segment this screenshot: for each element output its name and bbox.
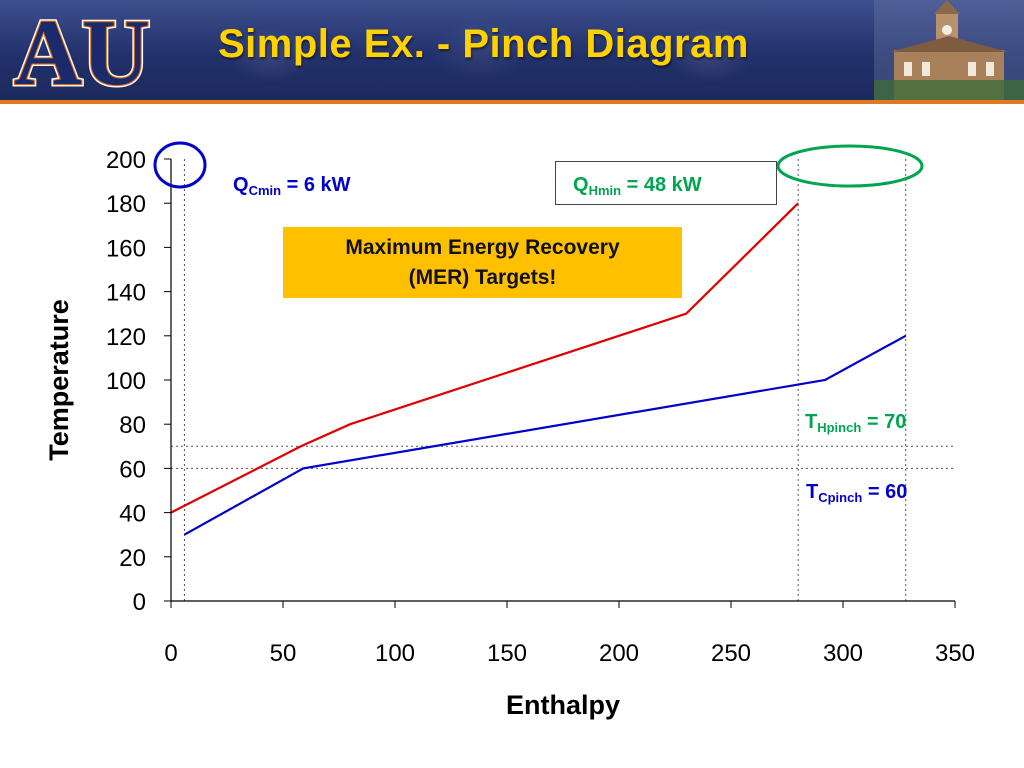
series-lines [170, 202, 907, 536]
y-tick-label: 0 [133, 589, 146, 616]
svg-text:AU: AU [14, 4, 150, 96]
slide-title: Simple Ex. - Pinch Diagram [218, 22, 749, 66]
tcpinch-value: = 60 [862, 481, 908, 503]
x-tick-label: 50 [270, 640, 297, 667]
thpinch-subscript: Hpinch [817, 420, 862, 435]
auburn-logo: AU AU [12, 4, 152, 96]
green-highlight-ellipse [776, 144, 924, 188]
y-tick-label: 60 [119, 456, 146, 483]
y-tick-label: 100 [106, 368, 146, 395]
y-tick-label: 200 [106, 147, 146, 174]
blue-highlight-ellipse [153, 141, 207, 189]
qcmin-subscript: Cmin [248, 183, 282, 198]
x-tick-label: 0 [164, 640, 177, 667]
thpinch-value: = 70 [861, 411, 907, 433]
qcmin-value: = 6 kW [281, 174, 351, 196]
x-tick-label: 200 [599, 640, 639, 667]
mer-targets-box: Maximum Energy Recovery (MER) Targets! [283, 227, 682, 298]
x-tick-label: 300 [823, 640, 863, 667]
y-tick-label: 120 [106, 324, 146, 351]
x-tick-label: 100 [375, 640, 415, 667]
x-ticks: 0 50 100 150 200 250 300 350 [164, 601, 975, 667]
y-tick-label: 80 [119, 412, 146, 439]
tcpinch-symbol: T [806, 481, 819, 503]
cold-composite-curve [183, 334, 907, 536]
y-ticks: 0 20 40 60 80 100 120 140 160 180 200 [106, 147, 171, 616]
campus-building-icon [874, 0, 1024, 100]
reference-lines [171, 159, 955, 601]
qhmin-symbol: Q [573, 174, 589, 196]
y-tick-label: 40 [119, 501, 146, 528]
x-tick-label: 250 [711, 640, 751, 667]
y-tick-label: 140 [106, 280, 146, 307]
y-tick-label: 20 [119, 545, 146, 572]
y-tick-label: 180 [106, 191, 146, 218]
qhmin-value: = 48 kW [621, 174, 702, 196]
tcpinch-annotation: TCpinch = 60 [806, 481, 907, 505]
qcmin-symbol: Q [233, 174, 249, 196]
banner-texture [150, 0, 870, 100]
thpinch-symbol: T [805, 411, 818, 433]
x-tick-label: 350 [935, 640, 975, 667]
thpinch-annotation: THpinch = 70 [805, 411, 906, 435]
y-tick-label: 160 [106, 235, 146, 262]
y-axis-label: Temperature [44, 299, 74, 461]
x-tick-label: 150 [487, 640, 527, 667]
hot-composite-curve [170, 202, 799, 514]
x-axis-label: Enthalpy [506, 690, 620, 720]
tcpinch-subscript: Cpinch [818, 490, 863, 505]
mer-line-1: Maximum Energy Recovery [345, 236, 620, 259]
mer-line-2: (MER) Targets! [408, 266, 557, 289]
qhmin-annotation: QHmin = 48 kW [573, 174, 702, 198]
banner-accent-stripe [0, 100, 1024, 104]
qhmin-subscript: Hmin [588, 183, 622, 198]
logo-text: AU [14, 4, 150, 96]
pinch-chart: 0 50 100 150 200 250 300 350 0 20 40 60 80 100 120 140… [44, 141, 975, 720]
header-banner: AU AU Simple Ex. - Pinch Diagram [0, 0, 1024, 100]
qhmin-box [555, 161, 777, 205]
qcmin-annotation: QCmin = 6 kW [233, 174, 351, 198]
